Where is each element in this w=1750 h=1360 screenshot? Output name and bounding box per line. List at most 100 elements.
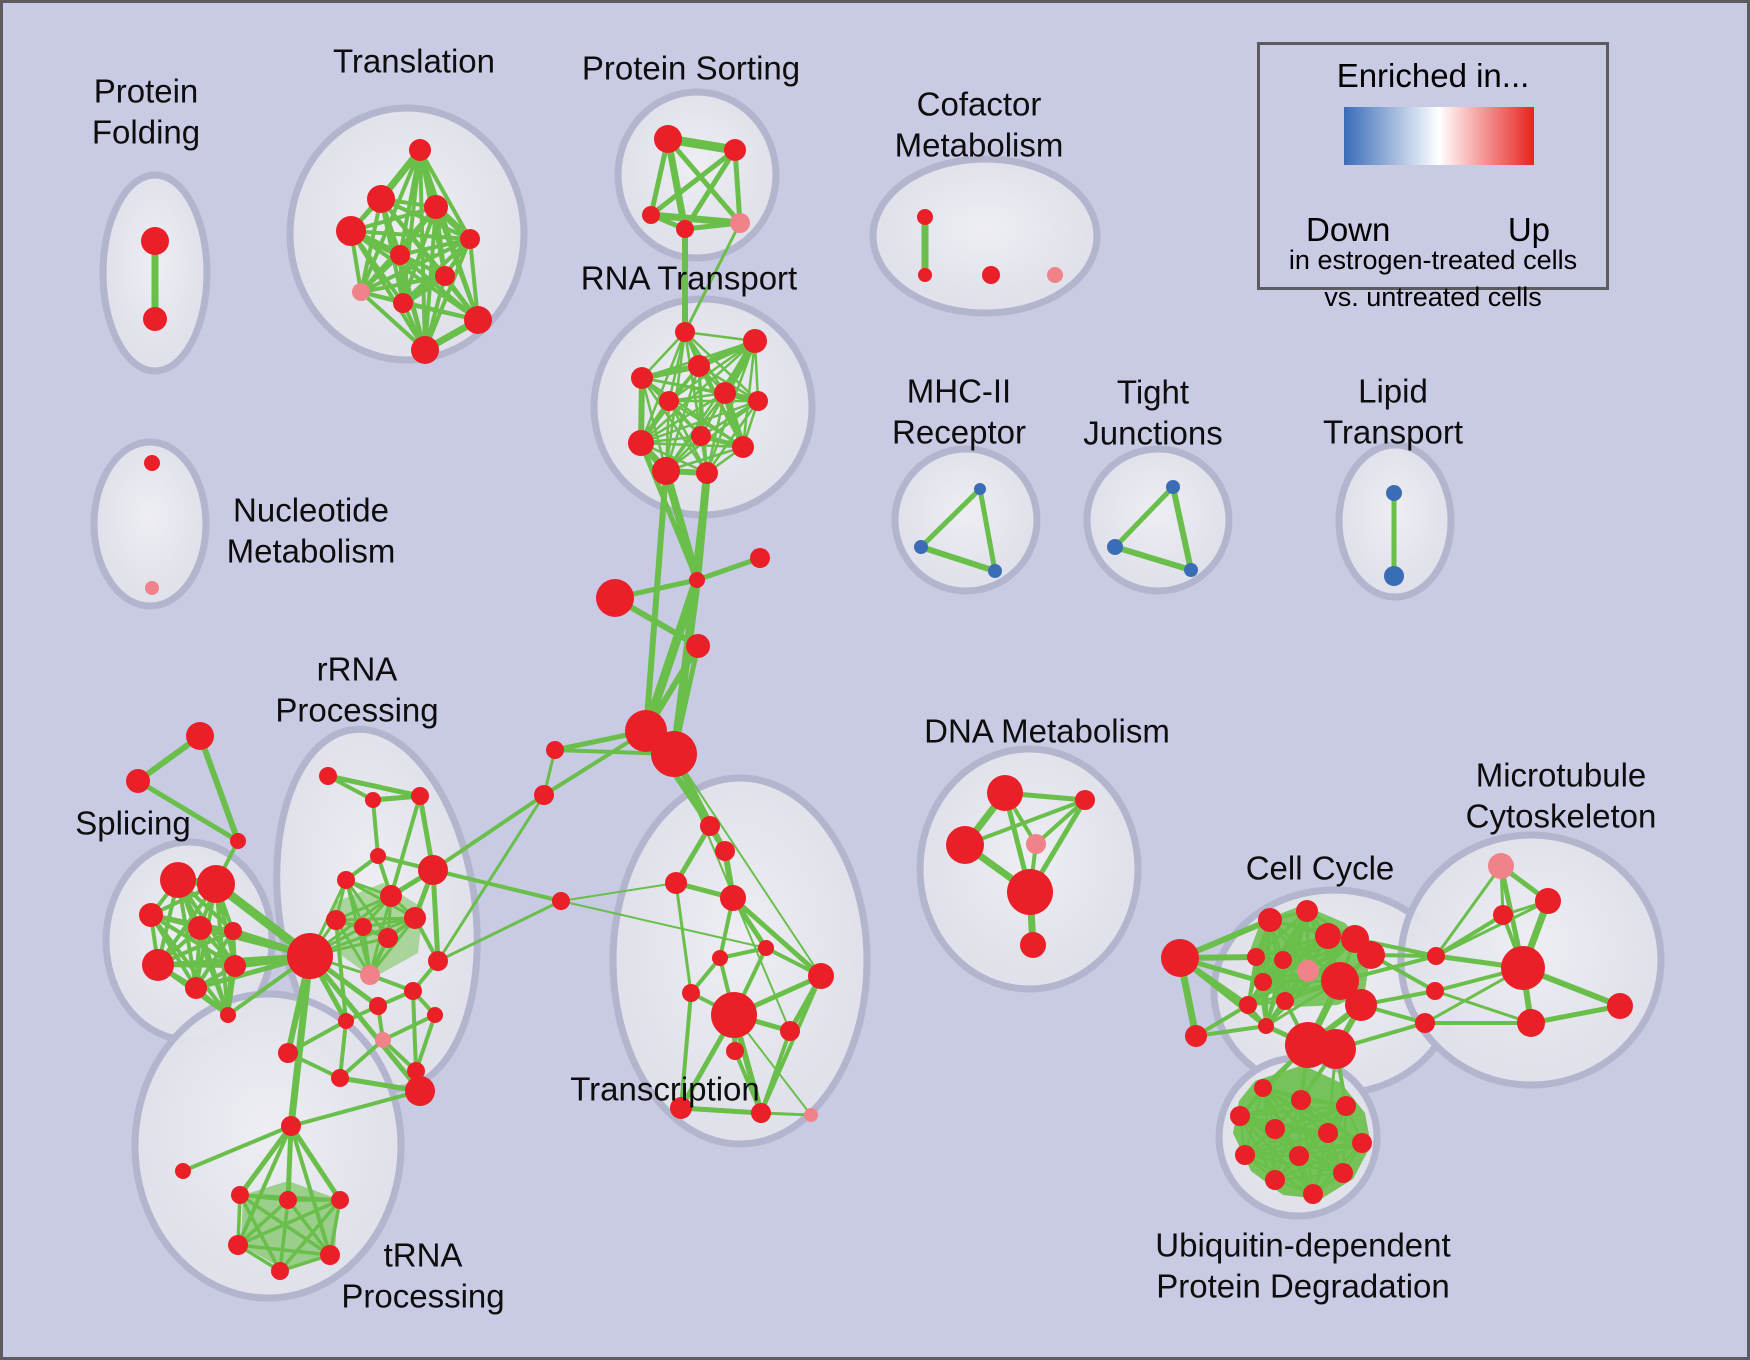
edge [667, 339, 757, 403]
edge [325, 773, 423, 799]
edge [389, 794, 422, 898]
cluster-label-rrna: Processing [275, 692, 438, 729]
edge [237, 1123, 294, 1198]
gene-set-node-cell_cycle [1254, 973, 1272, 991]
gene-set-node-ubiquitin [1303, 1184, 1323, 1204]
gene-set-node-dna [1020, 932, 1046, 958]
edge [238, 1193, 282, 1273]
gene-set-node-splicing [185, 977, 207, 999]
edge [1238, 1114, 1345, 1175]
gene-set-node-cell_cycle [1258, 1018, 1274, 1034]
gene-set-node-splicing [224, 955, 246, 977]
cluster-label-transcription: Transcription [570, 1071, 760, 1108]
gene-set-node-splicing [186, 722, 214, 750]
edge [1243, 1131, 1330, 1157]
edge [289, 1089, 422, 1128]
cluster-label-cofactor: Metabolism [895, 127, 1064, 164]
gene-set-node-central [689, 572, 705, 588]
edge [398, 237, 472, 257]
gene-set-node-protein_sorting [642, 206, 660, 224]
gene-set-node-transcription [720, 885, 746, 911]
gene-set-node-trna [281, 1116, 301, 1136]
gene-set-node-rrna [331, 1069, 349, 1087]
gene-set-node-cell_cycle [1185, 1025, 1207, 1047]
gene-set-node-rna_transport [659, 391, 679, 411]
edge [431, 793, 546, 872]
gene-set-node-microtubule [1607, 993, 1633, 1019]
cluster-label-microtubule: Cytoskeleton [1466, 798, 1657, 835]
edge [1246, 969, 1310, 1007]
gene-set-node-protein_sorting [676, 220, 694, 238]
cluster-label-cell_cycle: Cell Cycle [1246, 850, 1395, 887]
cluster-label-trna: tRNA [384, 1237, 463, 1274]
network-canvas: Protein Folding Translation Protein Sorting… [75, 43, 1665, 1315]
edge [181, 1124, 293, 1173]
edge [732, 147, 743, 226]
gene-set-node-tight_junctions [1107, 539, 1123, 555]
gene-set-node-transcription [670, 1097, 692, 1119]
cluster-label-tight_junctions: Junctions [1083, 415, 1222, 452]
gene-set-node-microtubule [1535, 888, 1561, 914]
gene-set-node-tight_junctions [1166, 480, 1180, 494]
gene-set-node-central [552, 892, 570, 910]
gene-set-node-rrna [287, 933, 333, 979]
cluster-label-splicing: Splicing [75, 805, 191, 842]
gene-set-node-splicing [224, 922, 242, 940]
gene-set-node-microtubule [1501, 946, 1545, 990]
gene-set-node-microtubule [1493, 905, 1513, 925]
legend-gradient-bar [1344, 107, 1534, 165]
edge [683, 330, 760, 403]
edge [289, 1124, 332, 1257]
gene-set-node-protein_folding [141, 227, 169, 255]
gene-set-node-cofactor [918, 268, 932, 282]
cluster-label-protein_folding: Folding [92, 114, 200, 151]
edge [977, 486, 998, 574]
gene-set-node-rna_transport [652, 457, 680, 485]
gene-set-node-protein_folding [143, 307, 167, 331]
gene-set-node-rna_transport [675, 322, 695, 342]
cluster-label-lipid: Lipid [1358, 373, 1428, 410]
gene-set-node-dna [987, 775, 1023, 811]
cluster-label-cofactor: Cofactor [917, 86, 1042, 123]
gene-set-node-cell_cycle [1316, 1029, 1356, 1069]
edge [288, 1123, 343, 1203]
nodes-layer [126, 125, 1633, 1280]
gene-set-node-cell_cycle [1357, 941, 1385, 969]
gene-set-node-transcription [751, 1103, 771, 1123]
gene-set-node-rrna [319, 767, 337, 785]
cluster-ellipse-cofactor [869, 155, 1101, 317]
edge [1194, 1024, 1268, 1038]
gene-set-node-transcription [808, 963, 834, 989]
gene-set-node-dna [1026, 834, 1046, 854]
gene-set-node-ubiquitin [1265, 1119, 1285, 1139]
gene-set-node-protein_sorting [654, 125, 682, 153]
gene-set-node-rrna [370, 848, 386, 864]
gene-set-node-translation [435, 266, 455, 286]
edge [197, 733, 241, 844]
edge [643, 468, 669, 734]
gene-set-node-ubiquitin [1336, 1096, 1356, 1116]
gene-set-node-transcription [780, 1021, 800, 1041]
gene-set-node-transcription [665, 872, 687, 894]
gene-set-node-translation [460, 229, 480, 249]
gene-set-node-translation [393, 293, 413, 313]
gene-set-node-trna [331, 1191, 349, 1209]
edge [730, 895, 824, 979]
gene-set-node-mhc2 [988, 564, 1002, 578]
edge [236, 1198, 290, 1247]
edge [411, 989, 418, 1073]
gene-set-node-ubiquitin [1254, 1079, 1272, 1097]
gene-set-node-rrna [365, 792, 381, 808]
gene-set-node-cell_cycle [1415, 1013, 1435, 1033]
gene-set-node-rrna [404, 982, 422, 1000]
edge [436, 899, 563, 963]
gene-set-node-trna [271, 1262, 289, 1280]
gene-set-node-cell_cycle [1239, 996, 1257, 1014]
gene-set-node-trna [228, 1235, 248, 1255]
edge [1273, 1141, 1364, 1182]
gene-set-node-translation [336, 216, 366, 246]
edge [560, 882, 677, 902]
gene-set-node-rna_transport [714, 382, 736, 404]
cluster-label-mhc2: Receptor [892, 414, 1026, 451]
